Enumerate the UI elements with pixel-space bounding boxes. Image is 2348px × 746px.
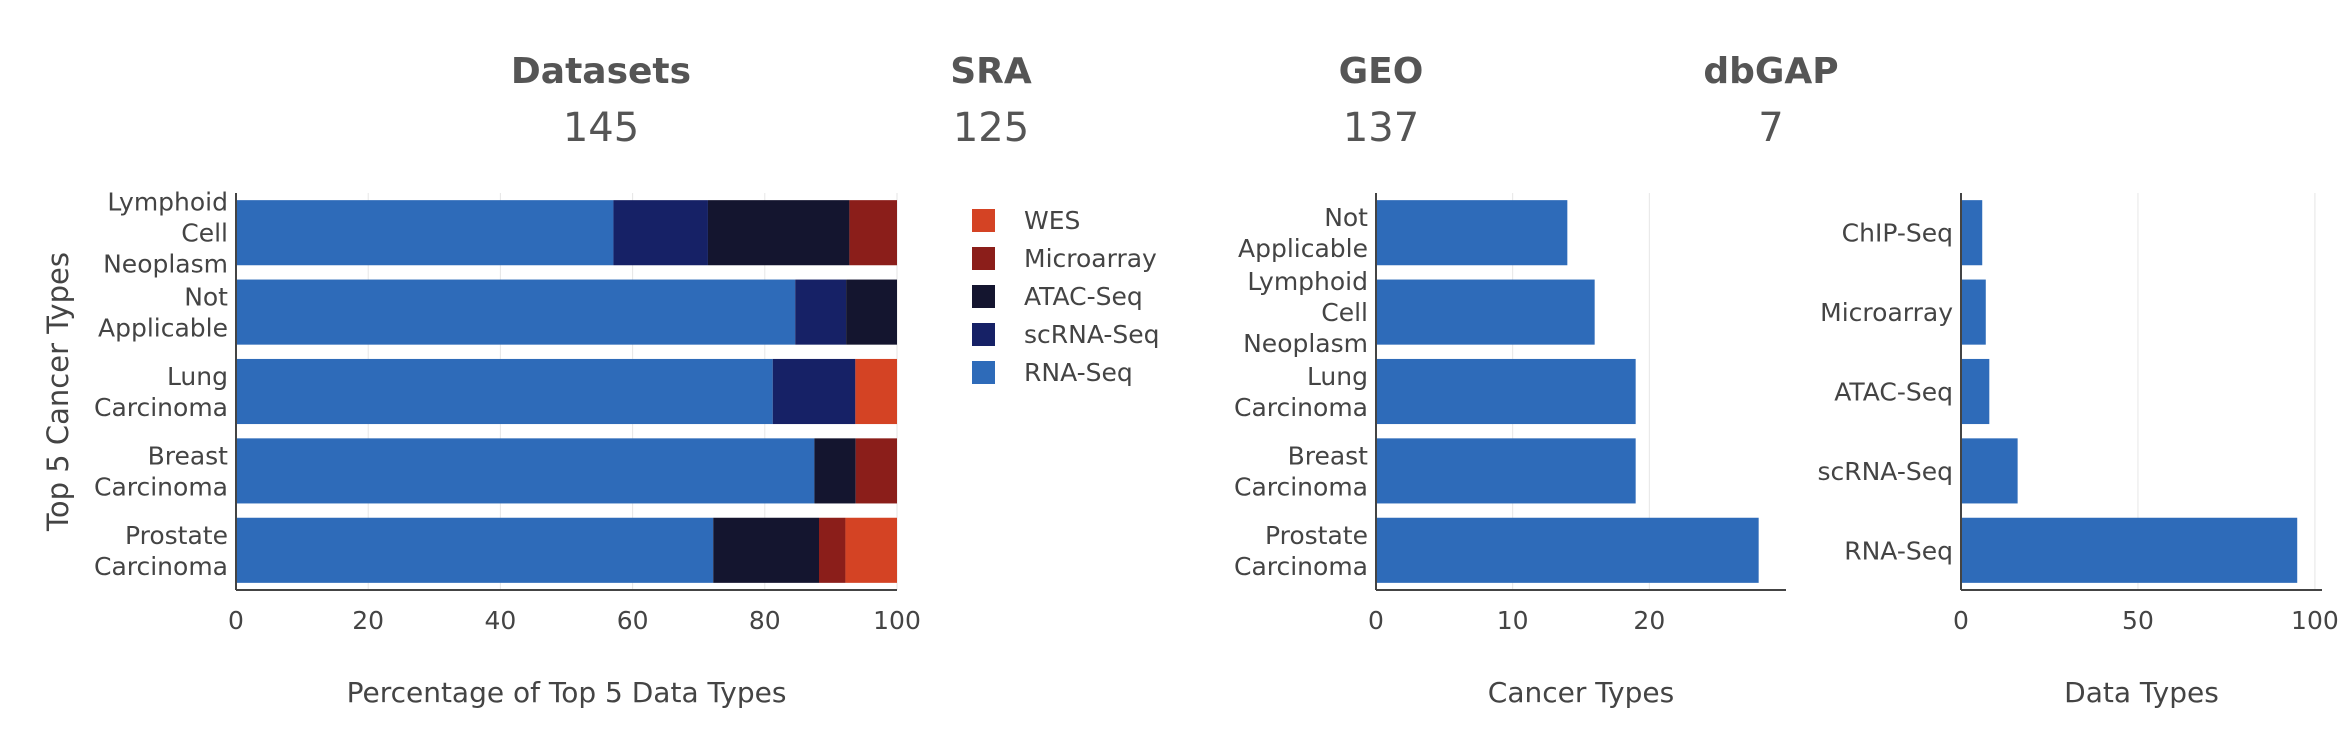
bar-segment-microarray	[819, 517, 846, 583]
bar	[1961, 517, 2298, 583]
bar-segment-rna-seq	[236, 200, 614, 266]
bar-segment-atac-seq	[814, 438, 856, 504]
legend-swatch	[972, 361, 995, 384]
stat-label: GEO	[1338, 51, 1424, 92]
y-tick-label: Lung Carcinoma	[94, 362, 228, 422]
y-tick-label: Lymphoid Cell Neoplasm	[1243, 267, 1368, 358]
bar	[1376, 200, 1568, 266]
stat-value: 145	[562, 105, 640, 151]
bar-segment-wes	[855, 358, 897, 425]
x-tick-label: 100	[873, 606, 921, 635]
x-tick-label: 50	[2122, 606, 2154, 635]
stat-geo: GEO 137	[1251, 48, 1511, 156]
y-tick-label: RNA-Seq	[1844, 536, 1953, 565]
bar	[1961, 358, 1990, 425]
legend-swatch	[972, 285, 995, 308]
stat-label: SRA	[950, 51, 1032, 92]
x-tick-label: 10	[1497, 606, 1529, 635]
legend-swatch	[972, 247, 995, 270]
bar-segment-scrna-seq	[613, 200, 708, 266]
y-tick-label: Not Applicable	[98, 283, 228, 343]
bar-chart-data-types: 0 50 100 Data Types ChIP-Seq Microarray ATAC-S…	[1817, 193, 2339, 709]
bar-segment-rna-seq	[236, 438, 815, 504]
stat-sra: SRA 125	[861, 48, 1121, 156]
x-tick-label: 60	[617, 606, 649, 635]
stat-value: 137	[1342, 105, 1420, 151]
bar-segment-scrna-seq	[795, 279, 847, 345]
stacked-bar-chart-cancer-types: 0 20 40 60 80 100 Percentage of Top 5 Data Typ…	[41, 188, 921, 709]
legend-swatch	[972, 209, 995, 232]
x-tick-label: 40	[484, 606, 516, 635]
y-tick-label: Breast Carcinoma	[94, 441, 228, 501]
chart-legend: WES Microarray ATAC-Seq scRNA-Seq RNA-Seq	[972, 206, 1160, 387]
stat-dbgap: dbGAP 7	[1641, 48, 1901, 156]
x-axis-title: Cancer Types	[1488, 676, 1674, 709]
y-tick-label: Prostate Carcinoma	[1234, 521, 1368, 581]
x-tick-label: 80	[749, 606, 781, 635]
y-tick-label: Prostate Carcinoma	[94, 521, 228, 581]
y-tick-label: Microarray	[1820, 298, 1953, 327]
bar	[1961, 200, 1983, 266]
x-axis-title: Percentage of Top 5 Data Types	[347, 676, 787, 709]
x-tick-label: 20	[1633, 606, 1665, 635]
y-axis-title: Top 5 Cancer Types	[41, 252, 75, 532]
legend-swatch	[972, 323, 995, 346]
x-tick-label: 20	[352, 606, 384, 635]
y-tick-label: Lymphoid Cell Neoplasm	[103, 188, 228, 279]
stat-label: dbGAP	[1703, 51, 1839, 92]
bar	[1961, 438, 2018, 504]
bar-segment-scrna-seq	[772, 358, 856, 425]
stat-value: 125	[952, 105, 1030, 151]
legend-label: scRNA-Seq	[1024, 320, 1160, 349]
stat-label: Datasets	[510, 51, 692, 92]
x-tick-label: 100	[2291, 606, 2339, 635]
legend-label: ATAC-Seq	[1024, 282, 1143, 311]
bar-segment-wes	[845, 517, 897, 583]
stat-value: 7	[1758, 105, 1784, 151]
y-tick-label: ATAC-Seq	[1834, 378, 1953, 407]
bar	[1961, 279, 1986, 345]
bar	[1376, 517, 1759, 583]
bar-segment-rna-seq	[236, 358, 773, 425]
legend-label: RNA-Seq	[1024, 358, 1133, 387]
legend-label: Microarray	[1024, 244, 1157, 273]
bar-segment-atac-seq	[846, 279, 897, 345]
x-axis-title: Data Types	[2064, 676, 2219, 709]
x-tick-label: 0	[1953, 606, 1969, 635]
y-tick-label: Breast Carcinoma	[1234, 441, 1368, 501]
y-tick-label: Not Applicable	[1238, 203, 1368, 263]
y-tick-label: ChIP-Seq	[1842, 219, 1953, 248]
bar-segment-microarray	[855, 438, 897, 504]
bar	[1376, 279, 1595, 345]
legend-label: WES	[1024, 206, 1080, 235]
bar-segment-atac-seq	[713, 517, 820, 583]
x-tick-label: 0	[1368, 606, 1384, 635]
stat-datasets: Datasets 145	[471, 48, 731, 156]
bar-segment-rna-seq	[236, 517, 714, 583]
bar-segment-atac-seq	[707, 200, 850, 266]
x-tick-label: 0	[228, 606, 244, 635]
bar-segment-rna-seq	[236, 279, 796, 345]
bar	[1376, 358, 1636, 425]
bar-segment-microarray	[849, 200, 897, 266]
y-tick-label: scRNA-Seq	[1817, 457, 1953, 486]
y-tick-label: Lung Carcinoma	[1234, 362, 1368, 422]
bar	[1376, 438, 1636, 504]
